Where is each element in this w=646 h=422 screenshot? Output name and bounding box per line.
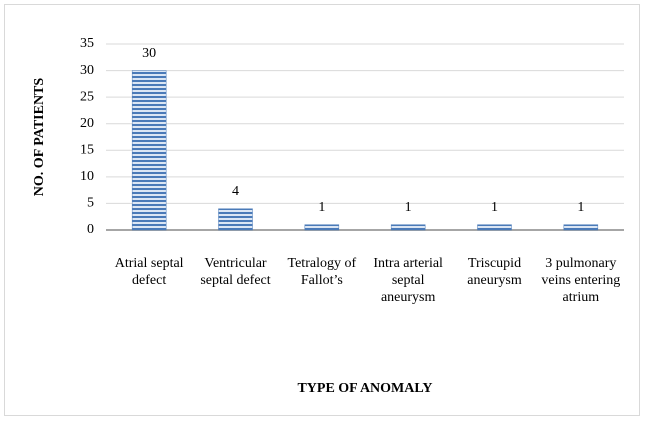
bar	[477, 224, 512, 231]
y-tick-label: 25	[80, 89, 94, 104]
bar	[218, 208, 253, 231]
y-tick-label: 30	[80, 63, 94, 78]
y-tick-label: 20	[80, 116, 94, 131]
y-tick-label: 15	[80, 143, 94, 158]
value-label: 1	[318, 200, 325, 215]
y-tick-label: 5	[87, 196, 94, 211]
chart-frame	[4, 4, 640, 416]
y-tick-label: 0	[87, 222, 94, 237]
value-label: 1	[405, 200, 412, 215]
x-tick-label: Ventricular septal defect	[200, 256, 271, 288]
y-tick-label: 10	[80, 169, 94, 184]
x-tick-label: 3 pulmonary veins entering atrium	[541, 256, 621, 305]
y-axis-title: NO. OF PATIENTS	[32, 78, 47, 197]
x-tick-label: Intra arterial septal aneurysm	[373, 256, 443, 305]
value-label: 1	[491, 200, 498, 215]
bar	[390, 224, 426, 231]
x-axis-title: TYPE OF ANOMALY	[297, 381, 432, 396]
bar	[304, 224, 340, 231]
bar	[131, 70, 167, 231]
x-tick-label: Atrial septal defect	[114, 256, 184, 288]
value-label: 4	[232, 184, 239, 199]
bar	[563, 224, 599, 231]
y-tick-label: 35	[80, 36, 94, 51]
value-label: 30	[142, 46, 156, 61]
value-label: 1	[577, 200, 584, 215]
x-tick-label: Tetralogy of Fallot’s	[287, 256, 357, 288]
x-tick-label: Triscupid aneurysm	[467, 256, 522, 288]
